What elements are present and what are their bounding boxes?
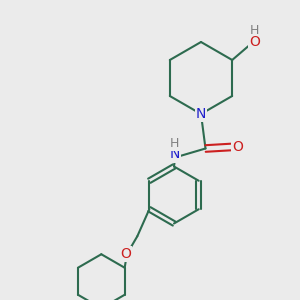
Text: N: N	[169, 148, 180, 161]
Text: H: H	[170, 137, 179, 150]
Text: H: H	[250, 23, 260, 37]
Text: O: O	[120, 247, 131, 261]
Text: N: N	[196, 107, 206, 121]
Text: O: O	[232, 140, 243, 154]
Text: O: O	[249, 35, 260, 49]
